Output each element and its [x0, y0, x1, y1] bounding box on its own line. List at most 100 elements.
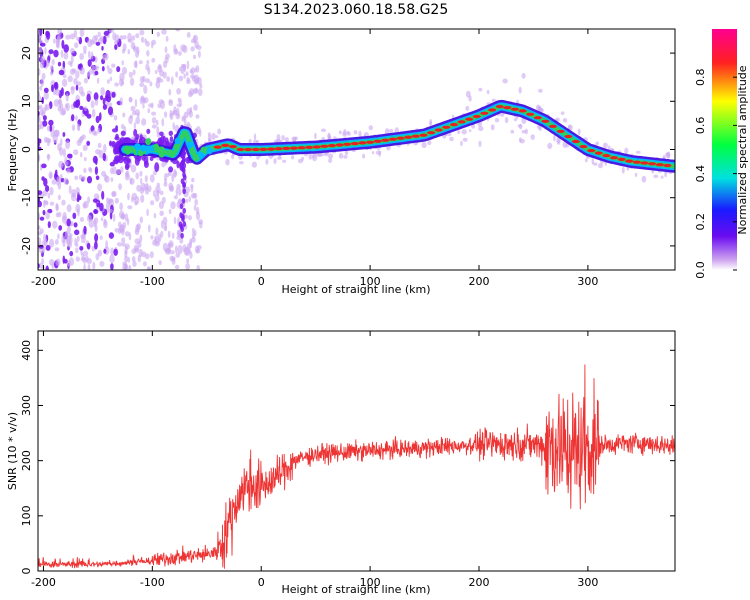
spectrogram-x-tick-label: 0 — [258, 275, 265, 288]
snr-x-tick-label: -100 — [140, 576, 165, 589]
noise-blob — [134, 200, 138, 206]
ridge-halo — [353, 130, 358, 135]
ridge-core — [465, 117, 474, 121]
noise-blob — [83, 167, 87, 174]
noise-blob — [79, 105, 84, 110]
noise-blob — [63, 177, 69, 185]
colorbar-tick-label: 0.2 — [694, 213, 707, 231]
ridge-halo — [491, 98, 496, 102]
noise-blob — [45, 104, 51, 111]
ridge-halo — [251, 161, 257, 168]
ridge-halo — [521, 72, 526, 79]
noise-blob — [71, 114, 75, 122]
noise-blob — [184, 186, 190, 194]
spectrogram-x-tick-label: 300 — [577, 275, 598, 288]
noise-blob — [73, 29, 78, 38]
snr-x-ticks: -200 -100 0 100 200 300 — [31, 331, 598, 589]
noise-blob — [43, 87, 49, 94]
ridge-halo — [344, 150, 349, 155]
noise-blob — [128, 71, 133, 78]
ridge-halo — [328, 158, 333, 164]
noise-blob — [65, 93, 69, 102]
ridge-core — [495, 105, 504, 109]
noise-blob — [70, 47, 75, 54]
noise-blob — [58, 98, 62, 107]
ridge-core — [503, 106, 512, 110]
noise-blob — [158, 99, 164, 104]
spectrogram-x-tick-label: 100 — [360, 275, 381, 288]
noise-blob — [102, 35, 107, 45]
noise-blob — [135, 172, 139, 180]
ridge-halo — [469, 129, 472, 133]
noise-blob — [179, 237, 184, 244]
noise-blob — [139, 170, 143, 177]
noise-blob — [43, 200, 49, 205]
noise-blob — [131, 35, 136, 41]
ridge-core — [366, 140, 375, 144]
noise-blob — [194, 198, 198, 206]
ridge-core — [632, 160, 641, 164]
noise-blob — [140, 36, 145, 43]
ridge-blob — [187, 141, 193, 149]
noise-blob — [116, 242, 123, 247]
noise-blob — [43, 91, 49, 100]
noise-blob — [128, 97, 133, 103]
noise-blob — [139, 76, 145, 84]
noise-blob — [38, 35, 41, 43]
snr-y-tick-label: 200 — [20, 450, 33, 471]
noise-blob — [190, 67, 195, 75]
ridge-core — [457, 120, 466, 124]
ridge-core — [381, 138, 390, 142]
noise-blob — [46, 31, 51, 40]
noise-blob — [84, 106, 87, 112]
noise-blob — [69, 257, 74, 266]
noise-blob — [61, 78, 68, 87]
snr-x-tick-label: -200 — [31, 576, 56, 589]
noise-blob — [185, 71, 189, 77]
snr-x-tick-label: 100 — [360, 576, 381, 589]
noise-blob — [182, 188, 186, 195]
noise-blob — [111, 191, 116, 197]
noise-blob — [38, 146, 42, 151]
noise-blob — [134, 49, 140, 58]
ridge-core — [267, 147, 275, 151]
noise-blob — [126, 218, 130, 226]
noise-blob — [54, 239, 59, 245]
ridge-halo — [562, 118, 568, 123]
noise-blob — [111, 128, 119, 133]
ridge-core — [549, 124, 557, 128]
noise-blob — [77, 63, 82, 70]
noise-blob — [100, 87, 105, 96]
ridge-core — [320, 144, 329, 148]
noise-blob — [54, 169, 58, 177]
noise-blob — [101, 66, 105, 72]
noise-blob — [155, 185, 161, 194]
ridge-halo — [536, 124, 542, 129]
ridge-halo — [253, 133, 257, 140]
ridge-halo — [461, 129, 467, 135]
noise-blob — [53, 38, 56, 44]
noise-blob — [66, 204, 72, 213]
noise-blob — [75, 187, 80, 195]
noise-blob — [75, 115, 78, 121]
noise-blob — [62, 60, 66, 70]
noise-blob — [41, 72, 46, 80]
noise-blob — [172, 122, 175, 130]
noise-blob — [62, 255, 66, 264]
noise-blob — [154, 162, 160, 173]
noise-blob — [40, 55, 45, 64]
noise-blob — [128, 264, 132, 270]
ridge-halo — [518, 86, 522, 94]
noise-blob — [195, 206, 200, 215]
ridge-core — [556, 129, 565, 133]
ridge-halo — [595, 141, 600, 146]
noise-blob — [186, 258, 190, 264]
noise-blob — [121, 242, 126, 247]
noise-blob — [87, 38, 93, 48]
noise-blob — [143, 84, 148, 94]
ridge-core — [617, 157, 626, 161]
spectrogram-x-tick-label: -100 — [140, 275, 165, 288]
ridge-core — [510, 107, 519, 111]
noise-blob — [55, 202, 59, 210]
noise-blob — [124, 255, 129, 263]
